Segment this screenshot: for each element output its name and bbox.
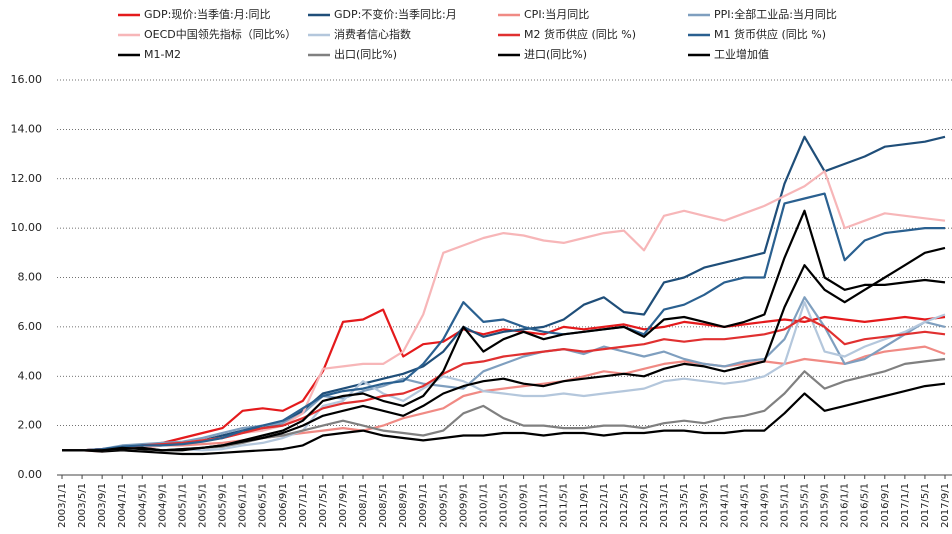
legend-item: CPI:当月同比: [498, 7, 589, 21]
legend-label: GDP:不变价:当季同比:月: [334, 7, 457, 21]
x-tick-label: 2011/9/1: [579, 483, 590, 528]
legend-label: 出口(同比%): [334, 47, 397, 61]
y-tick-label: 14.00: [11, 122, 43, 135]
x-tick-label: 2016/5/1: [860, 483, 871, 528]
y-tick-label: 6.00: [18, 320, 43, 333]
x-tick-label: 2003/1/1: [57, 483, 68, 528]
legend-item: 进口(同比%): [498, 48, 587, 61]
series-line: [62, 209, 946, 452]
y-tick-label: 16.00: [11, 73, 43, 86]
x-tick-label: 2005/1/1: [177, 483, 188, 528]
legend-item: M2 货币供应 (同比 %): [498, 27, 636, 41]
x-tick-label: 2006/1/1: [238, 483, 249, 528]
legend-label: M2 货币供应 (同比 %): [524, 27, 636, 41]
x-tick-label: 2006/9/1: [278, 483, 289, 528]
x-tick-label: 2015/1/1: [779, 483, 790, 528]
legend-label: OECD中国领先指标（同比%）: [144, 27, 296, 41]
legend-item: OECD中国领先指标（同比%）: [118, 27, 296, 41]
x-tick-label: 2014/9/1: [759, 483, 770, 528]
legend-item: GDP:现价:当季值:月:同比: [118, 7, 270, 21]
x-tick-label: 2014/1/1: [719, 483, 730, 528]
x-tick-label: 2009/9/1: [458, 483, 469, 528]
x-tick-label: 2006/5/1: [258, 483, 269, 528]
series-line: [62, 296, 946, 452]
x-tick-label: 2008/1/1: [358, 483, 369, 528]
y-tick-label: 10.00: [11, 221, 43, 234]
series-line: [62, 357, 946, 452]
y-tick-label: 12.00: [11, 172, 43, 185]
legend-label: 工业增加值: [714, 47, 769, 61]
x-tick-label: 2004/5/1: [137, 483, 148, 528]
x-tick-label: 2007/1/1: [298, 483, 309, 528]
x-tick-label: 2010/1/1: [478, 483, 489, 528]
series-line: [62, 192, 945, 452]
series-line: [62, 301, 946, 452]
x-tick-label: 2008/9/1: [398, 483, 409, 528]
x-tick-label: 2003/5/1: [77, 483, 88, 528]
legend-label: 进口(同比%): [524, 48, 587, 61]
x-tick-label: 2007/5/1: [318, 483, 329, 528]
x-tick-label: 2014/5/1: [739, 483, 750, 528]
legend-item: 工业增加值: [688, 47, 769, 61]
legend-item: M1-M2: [118, 48, 181, 61]
legend-label: CPI:当月同比: [524, 7, 589, 21]
legend-item: PPI:全部工业品:当月同比: [688, 7, 837, 21]
legend-label: GDP:现价:当季值:月:同比: [144, 7, 270, 21]
x-tick-label: 2013/1/1: [659, 483, 670, 528]
legend-label: 消费者信心指数: [334, 27, 411, 41]
x-tick-label: 2013/5/1: [679, 483, 690, 528]
x-tick-label: 2003/9/1: [97, 483, 108, 528]
x-tick-label: 2005/9/1: [218, 483, 229, 528]
y-tick-label: 8.00: [18, 271, 43, 284]
x-tick-label: 2004/1/1: [117, 483, 128, 528]
legend-label: M1-M2: [144, 48, 181, 61]
x-tick-label: 2016/1/1: [840, 483, 851, 528]
legend-item: 出口(同比%): [308, 47, 397, 61]
x-tick-label: 2011/1/1: [539, 483, 550, 528]
x-tick-label: 2010/9/1: [519, 483, 530, 528]
x-tick-label: 2004/9/1: [157, 483, 168, 528]
x-tick-label: 2016/9/1: [880, 483, 891, 528]
y-tick-label: 0.00: [18, 468, 43, 481]
x-tick-label: 2013/9/1: [699, 483, 710, 528]
x-tick-label: 2017/9/1: [940, 483, 951, 528]
x-tick-label: 2015/9/1: [820, 483, 831, 528]
legend-label: M1 货币供应 (同比 %): [714, 27, 826, 41]
legend-label: PPI:全部工业品:当月同比: [714, 7, 837, 21]
x-tick-label: 2015/5/1: [800, 483, 811, 528]
x-tick-label: 2009/5/1: [438, 483, 449, 528]
series-line: [62, 135, 946, 452]
x-tick-label: 2012/9/1: [639, 483, 650, 528]
x-tick-label: 2007/9/1: [338, 483, 349, 528]
x-tick-label: 2009/1/1: [418, 483, 429, 528]
x-tick-label: 2010/5/1: [499, 483, 510, 528]
series-line: [62, 382, 946, 456]
x-tick-label: 2012/1/1: [599, 483, 610, 528]
x-tick-label: 2012/5/1: [619, 483, 630, 528]
y-tick-label: 4.00: [18, 369, 43, 382]
series-line: [62, 315, 946, 452]
x-tick-label: 2011/5/1: [559, 483, 570, 528]
series-line: [62, 246, 946, 452]
x-tick-label: 2017/5/1: [920, 483, 931, 528]
x-tick-label: 2008/5/1: [378, 483, 389, 528]
legend-item: M1 货币供应 (同比 %): [688, 27, 826, 41]
legend-item: 消费者信心指数: [308, 27, 411, 41]
legend-item: GDP:不变价:当季同比:月: [308, 7, 457, 21]
y-tick-label: 2.00: [18, 419, 43, 432]
x-tick-label: 2017/1/1: [900, 483, 911, 528]
x-tick-label: 2005/5/1: [197, 483, 208, 528]
series-line: [62, 345, 946, 453]
